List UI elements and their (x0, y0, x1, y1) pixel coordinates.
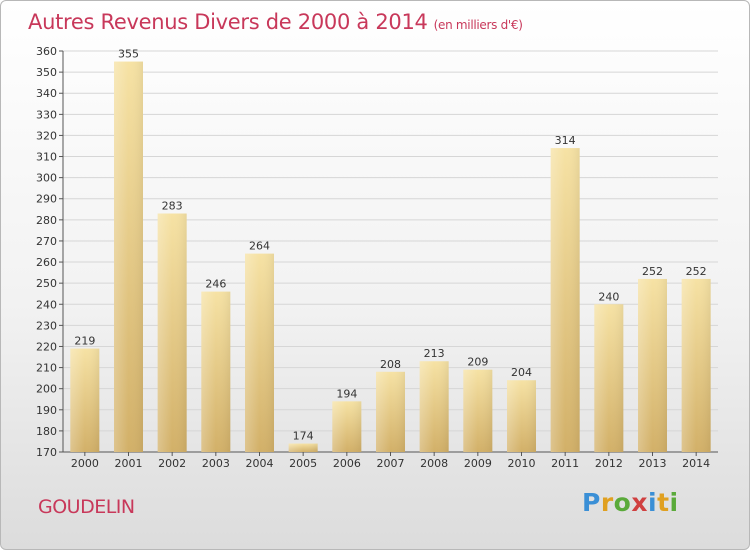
y-tick-label: 330 (36, 108, 57, 121)
chart-title-text: Autres Revenus Divers de 2000 à 2014 (28, 10, 428, 34)
y-tick-label: 310 (36, 151, 57, 164)
x-tick-label: 2009 (464, 457, 492, 470)
y-tick-label: 170 (36, 446, 57, 459)
x-tick-label: 2004 (246, 457, 274, 470)
y-tick-label: 220 (36, 340, 57, 353)
y-tick-label: 230 (36, 319, 57, 332)
y-tick-label: 180 (36, 425, 57, 438)
x-tick-label: 2014 (682, 457, 710, 470)
data-label: 314 (555, 134, 576, 147)
bar-shade-2011 (550, 148, 580, 452)
y-tick-label: 210 (36, 362, 57, 375)
y-tick-label: 260 (36, 256, 57, 269)
bar-shade-2009 (463, 369, 493, 452)
data-label: 264 (249, 240, 270, 253)
x-tick-label: 2013 (639, 457, 667, 470)
x-tick-label: 2003 (202, 457, 230, 470)
bar-shade-2003 (201, 291, 231, 452)
x-tick-label: 2011 (551, 457, 579, 470)
bar-shade-2006 (332, 401, 362, 452)
x-tick-label: 2008 (420, 457, 448, 470)
data-label: 246 (205, 278, 226, 291)
bars (70, 61, 711, 452)
bar-shade-2002 (157, 213, 187, 452)
y-tick-label: 290 (36, 193, 57, 206)
x-tick-label: 2007 (377, 457, 405, 470)
data-label: 194 (336, 387, 357, 400)
data-label: 219 (74, 335, 95, 348)
bar-shade-2013 (638, 278, 667, 452)
data-label: 204 (511, 366, 532, 379)
y-tick-label: 240 (36, 298, 57, 311)
bar-shade-2005 (288, 443, 318, 452)
place-name: GOUDELIN (38, 496, 135, 518)
y-axis-tick-labels: 170 180 190 200 210 220 230 240 250 260 270 280 290 3… (36, 45, 57, 459)
data-label: 252 (686, 265, 707, 278)
data-label: 355 (118, 48, 139, 61)
x-tick-label: 2001 (115, 457, 143, 470)
y-tick-label: 340 (36, 87, 57, 100)
data-label: 252 (642, 265, 663, 278)
x-tick-label: 2012 (595, 457, 623, 470)
bar-shade-2014 (681, 278, 711, 452)
x-tick-label: 2006 (333, 457, 361, 470)
x-tick-label: 2005 (289, 457, 317, 470)
chart-unit: (en milliers d'€) (433, 18, 523, 32)
data-label: 213 (424, 347, 445, 360)
x-tick-label: 2002 (158, 457, 186, 470)
y-tick-label: 320 (36, 129, 57, 142)
bar-shade-2000 (70, 348, 100, 452)
bar-shade-2012 (594, 304, 624, 452)
y-tick-label: 280 (36, 214, 57, 227)
y-tick-label: 360 (36, 45, 57, 58)
data-label: 209 (467, 356, 488, 369)
y-tick-label: 300 (36, 172, 57, 185)
y-tick-label: 190 (36, 404, 57, 417)
chart-title: Autres Revenus Divers de 2000 à 2014 (en … (28, 10, 523, 34)
bar-shade-2007 (376, 371, 405, 452)
bar-shade-2008 (419, 361, 449, 452)
x-axis-tick-labels: 2000 2001 2002 2003 2004 2005 2006 2007 2008 2009… (71, 457, 710, 470)
x-tick-label: 2000 (71, 457, 99, 470)
data-labels: 219 355 283 246 264 174 194 208 213 209 204 314 240 2… (74, 48, 706, 443)
data-label: 240 (598, 290, 619, 303)
bar-shade-2001 (114, 61, 143, 452)
bar-shade-2010 (507, 380, 536, 452)
y-tick-label: 270 (36, 235, 57, 248)
y-tick-label: 350 (36, 66, 57, 79)
proxiti-logo: Proxiti (582, 488, 679, 517)
data-label: 208 (380, 358, 401, 371)
data-label: 283 (162, 200, 183, 213)
data-label: 174 (293, 430, 314, 443)
x-tick-label: 2010 (508, 457, 536, 470)
y-tick-label: 200 (36, 383, 57, 396)
y-tick-label: 250 (36, 277, 57, 290)
bar-shade-2004 (245, 253, 274, 452)
